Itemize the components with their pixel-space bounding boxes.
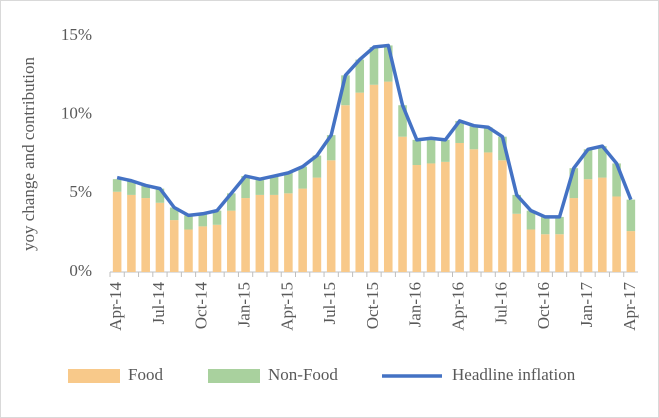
bar-segment xyxy=(298,188,307,272)
bar-segment xyxy=(355,92,365,272)
y-axis-label: yoy change and contribution xyxy=(19,56,38,251)
bar-segment xyxy=(241,176,250,199)
x-tick-label: Jan-17 xyxy=(577,282,596,328)
bar-segment xyxy=(326,135,336,161)
bar-segment xyxy=(284,193,293,272)
x-tick-label: Jul-16 xyxy=(491,282,510,325)
bar-segment xyxy=(227,210,236,272)
bar-segment xyxy=(483,127,493,153)
bar-segment xyxy=(598,177,607,272)
bar-segment xyxy=(241,198,250,272)
bar-segment xyxy=(212,210,222,225)
bar-segment xyxy=(212,224,222,272)
bar-segment xyxy=(426,138,436,164)
bar-segment xyxy=(612,196,621,272)
bar-segment xyxy=(398,105,407,137)
bar-segment xyxy=(540,234,550,272)
bar-segment xyxy=(341,105,350,272)
x-tick-label: Apr-14 xyxy=(106,282,125,331)
legend-label: Food xyxy=(128,365,163,384)
bar-segment xyxy=(198,213,208,227)
bar-segment xyxy=(184,215,193,230)
bar-segment xyxy=(426,163,436,272)
x-tick-label: Oct-14 xyxy=(192,282,211,330)
bar-segment xyxy=(141,198,150,272)
bar-segment xyxy=(155,202,165,272)
bar-segment xyxy=(227,193,236,211)
bar-segment xyxy=(498,160,507,272)
bar-segment xyxy=(141,185,150,199)
y-tick-label: 10% xyxy=(61,104,92,123)
bar-segment xyxy=(383,45,393,82)
bar-segment xyxy=(626,199,636,232)
bar-segment xyxy=(512,194,521,214)
x-tick-label: Jul-15 xyxy=(320,282,339,325)
bar-segment xyxy=(512,213,521,272)
x-tick-label: Apr-17 xyxy=(620,282,639,331)
bar-segment xyxy=(255,179,265,195)
bar-segment xyxy=(455,120,464,143)
bar-segment xyxy=(326,160,336,272)
bar-segment xyxy=(569,168,579,199)
bar-segment xyxy=(269,176,279,195)
bar-segment xyxy=(583,149,593,180)
bar-segment xyxy=(112,191,122,272)
legend-label: Non-Food xyxy=(268,365,338,384)
bar-segment xyxy=(312,177,322,272)
x-tick-label: Apr-16 xyxy=(449,282,468,331)
bar-segment xyxy=(155,188,165,203)
x-tick-label: Jan-15 xyxy=(234,282,253,327)
bar-segment xyxy=(169,220,179,272)
x-tick-label: Apr-15 xyxy=(277,282,296,331)
x-tick-label: Oct-15 xyxy=(363,282,382,329)
bar-segment xyxy=(469,125,479,150)
bar-segment xyxy=(369,47,379,85)
bar-segment xyxy=(169,207,179,221)
y-tick-label: 15% xyxy=(61,25,92,44)
bar-segment xyxy=(498,136,507,161)
bar-segment xyxy=(412,165,422,272)
y-tick-label: 0% xyxy=(69,261,92,280)
bar-segment xyxy=(269,194,279,272)
bar-segment xyxy=(255,194,265,272)
bar-segment xyxy=(127,180,136,195)
y-tick-label: 5% xyxy=(69,182,92,201)
bar-segment xyxy=(127,194,136,272)
x-tick-label: Jan-16 xyxy=(406,282,425,327)
bar-segment xyxy=(441,139,450,162)
bar-segment xyxy=(298,166,307,189)
bar-segment xyxy=(412,139,422,166)
bar-segment xyxy=(341,75,350,106)
legend-label: Headline inflation xyxy=(452,365,576,384)
legend-swatch xyxy=(68,369,120,383)
bar-segment xyxy=(383,81,393,272)
bar-segment xyxy=(555,234,564,272)
bar-segment xyxy=(626,231,636,272)
bar-segment xyxy=(441,161,450,272)
bar-segment xyxy=(526,229,536,272)
bar-segment xyxy=(369,84,379,272)
bar-segment xyxy=(198,226,208,272)
bar-segment xyxy=(569,198,579,272)
bar-segment xyxy=(555,216,564,235)
bar-segment xyxy=(612,163,621,197)
bar-segment xyxy=(540,216,550,235)
bar-segment xyxy=(398,136,407,272)
bar-segment xyxy=(583,179,593,272)
x-tick-label: Oct-16 xyxy=(534,282,553,329)
bar-segment xyxy=(112,179,122,192)
bar-segment xyxy=(598,146,607,178)
x-tick-label: Jul-14 xyxy=(149,282,168,325)
bar-segment xyxy=(355,59,365,93)
bar-segment xyxy=(312,155,322,178)
bar-segment xyxy=(455,142,464,272)
bar-segment xyxy=(526,210,536,230)
bar-segment xyxy=(469,149,479,272)
bar-segment xyxy=(483,152,493,272)
legend-swatch xyxy=(208,369,260,383)
bar-segment xyxy=(184,229,193,272)
line-series xyxy=(116,43,633,219)
bar-segment xyxy=(284,172,293,194)
